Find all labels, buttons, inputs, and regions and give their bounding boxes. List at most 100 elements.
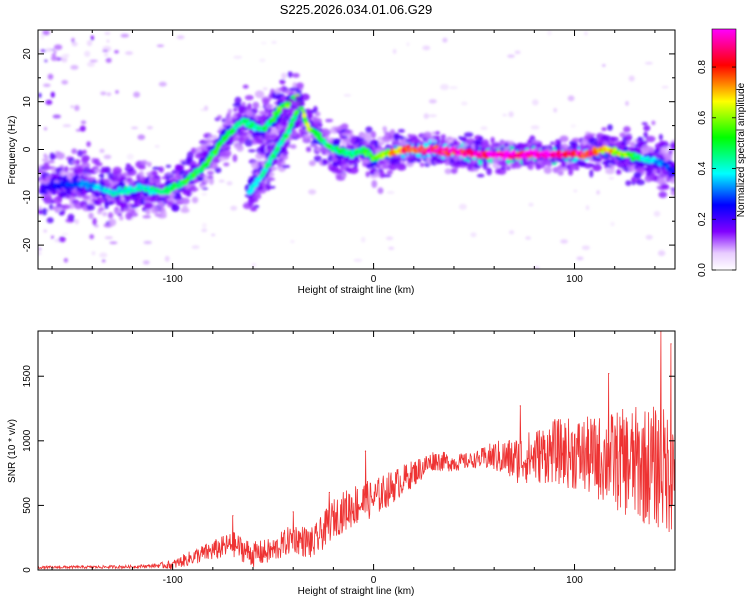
colorbar: 0.0 0.2 0.4 0.6 0.8 Normalized spectral ampl… — [697, 28, 747, 277]
noise-speckle — [40, 33, 45, 40]
ridge-core — [305, 122, 311, 128]
ridge-halo — [137, 164, 146, 170]
ridge-halo — [414, 138, 422, 144]
noise-speckle — [628, 75, 635, 82]
ridge-halo — [232, 102, 242, 108]
ridge-halo — [67, 213, 75, 221]
ridge-halo — [158, 201, 165, 208]
ridge-halo — [124, 165, 134, 173]
ridge-halo — [296, 82, 304, 89]
ridge-halo — [379, 170, 385, 179]
y-tick-label: 0 — [22, 146, 33, 152]
noise-speckle — [90, 35, 94, 41]
ridge-halo — [252, 101, 260, 109]
ridge-halo — [559, 135, 569, 143]
noise-speckle — [89, 59, 98, 63]
ridge-halo — [444, 159, 450, 166]
ridge-halo — [140, 160, 148, 166]
snr-peak — [519, 405, 521, 407]
noise-speckle — [61, 80, 69, 85]
ridge-halo — [382, 126, 387, 132]
ridge-halo — [593, 157, 602, 161]
ridge-halo — [645, 135, 656, 143]
ridge-halo — [86, 204, 95, 211]
noise-speckle — [63, 258, 68, 263]
secondary-track-core — [289, 122, 294, 127]
noise-speckle — [657, 250, 666, 257]
noise-speckle — [68, 202, 75, 209]
noise-speckle — [86, 141, 91, 148]
noise-speckle — [528, 202, 534, 207]
y-tick-label: 20 — [22, 48, 33, 60]
noise-speckle — [230, 205, 238, 211]
noise-speckle — [106, 39, 110, 43]
noise-speckle — [428, 99, 437, 104]
ridge-halo — [321, 128, 332, 136]
noise-speckle — [45, 47, 52, 53]
noise-speckle — [38, 205, 42, 211]
x-tick-label: 0 — [371, 575, 377, 586]
noise-speckle — [102, 49, 109, 52]
ridge-halo — [222, 149, 232, 158]
ridge-halo — [535, 163, 541, 170]
ridge-halo — [265, 103, 275, 110]
ridge-halo — [670, 187, 675, 191]
colorbar-tick-label: 0.8 — [697, 60, 708, 74]
noise-speckle — [470, 232, 477, 238]
ridge-halo — [550, 141, 555, 145]
noise-speckle — [251, 263, 257, 267]
snr-peak — [328, 491, 330, 494]
ridge-halo — [341, 172, 347, 179]
noise-speckle — [360, 236, 366, 243]
ridge-halo — [670, 189, 675, 196]
ridge-halo — [482, 163, 488, 170]
ridge-halo — [313, 155, 322, 162]
noise-speckle — [560, 239, 568, 244]
noise-speckle — [645, 62, 653, 65]
noise-speckle — [386, 191, 395, 194]
noise-speckle — [71, 41, 78, 47]
ridge-halo — [552, 166, 560, 174]
ridge-halo — [366, 163, 372, 169]
snr-peak — [670, 343, 672, 345]
ridge-halo — [303, 134, 312, 138]
ridge-halo — [444, 168, 452, 175]
y-tick-label: 1500 — [22, 365, 33, 388]
ridge-core — [271, 117, 277, 123]
ridge-halo — [633, 172, 642, 179]
secondary-track-halo — [265, 132, 271, 136]
ridge-halo — [416, 159, 422, 163]
secondary-track-halo — [290, 101, 300, 106]
ridge-halo — [619, 132, 626, 138]
noise-speckle — [82, 149, 87, 155]
noise-speckle — [137, 134, 146, 140]
ridge-halo — [144, 202, 153, 209]
ridge-halo — [71, 148, 78, 154]
ridge-halo — [635, 167, 646, 172]
ridge-halo — [667, 154, 673, 161]
ridge-halo — [340, 123, 349, 130]
ridge-halo — [658, 140, 665, 148]
ridge-halo — [560, 143, 569, 150]
ridge-halo — [625, 134, 633, 142]
ridge-halo — [75, 166, 84, 174]
noise-speckle — [532, 99, 539, 106]
ridge-halo — [223, 162, 230, 167]
secondary-track-halo — [281, 164, 291, 169]
noise-speckle — [442, 37, 448, 43]
ridge-halo — [644, 165, 654, 173]
ridge-halo — [463, 132, 474, 138]
ridge-halo — [669, 177, 675, 184]
ridge-halo — [643, 131, 648, 139]
ridge-halo — [364, 135, 372, 142]
noise-speckle — [47, 73, 54, 80]
noise-speckle — [84, 50, 91, 58]
snr-y-label: SNR (10 * v/v) — [7, 419, 18, 483]
ridge-halo — [193, 178, 199, 183]
noise-speckle — [89, 234, 95, 240]
snr-peak — [608, 373, 610, 375]
secondary-track-halo — [254, 192, 259, 196]
ridge-halo — [96, 162, 103, 167]
colorbar-tick-label: 0.2 — [697, 212, 708, 226]
ridge-halo — [244, 139, 254, 147]
